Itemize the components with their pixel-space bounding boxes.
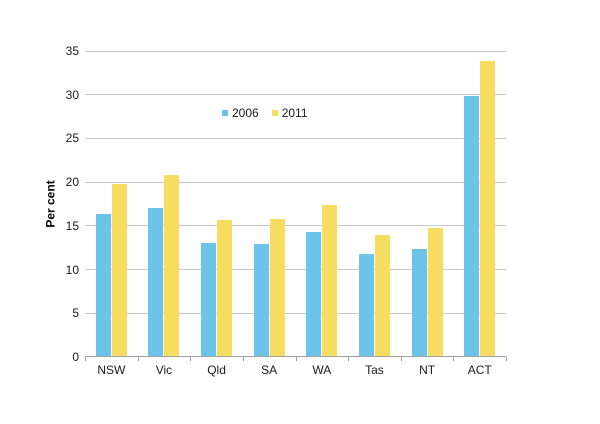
bars (85, 51, 506, 357)
x-axis-tick (400, 357, 402, 361)
bar-2006-sa (253, 244, 269, 357)
bar-group-qld (190, 51, 243, 357)
y-tick-label-5: 5 (72, 306, 79, 321)
x-axis-tick (137, 357, 139, 361)
x-axis-tick (242, 357, 244, 361)
x-tick-label-sa: SA (261, 363, 278, 377)
bar-group-sa (243, 51, 296, 357)
x-axis-tick (295, 357, 297, 361)
legend-marker-2006 (222, 110, 228, 116)
bar-2011-nt (427, 228, 443, 357)
x-tick-label-nt: NT (419, 363, 436, 377)
bar-group-nt (401, 51, 454, 357)
y-tick-label-35: 35 (65, 44, 79, 58)
y-tick-label-25: 25 (65, 131, 79, 146)
bar-group-nsw (85, 51, 138, 357)
bar-2011-tas (374, 234, 390, 357)
bar-group-wa (296, 51, 349, 357)
bar-2006-wa (306, 231, 322, 357)
gridline-10 (85, 269, 506, 271)
y-tick-label-0: 0 (72, 350, 79, 364)
bar-2006-tas (358, 253, 374, 357)
x-axis-line (85, 356, 506, 357)
x-axis-labels: NSW Vic Qld SA WA Tas NT ACT (85, 362, 506, 378)
legend: 2006 2011 (222, 107, 308, 119)
x-tick-label-vic: Vic (155, 363, 173, 377)
y-tick-label-15: 15 (65, 218, 79, 233)
bar-group-vic (138, 51, 191, 357)
bar-2006-nt (411, 249, 427, 357)
x-axis-tick (190, 357, 192, 361)
bar-2011-vic (164, 175, 180, 357)
legend-item-2011: 2011 (271, 106, 308, 120)
bar-2011-qld (217, 219, 233, 357)
legend-label-2011: 2011 (281, 106, 308, 120)
x-axis-tick (85, 357, 86, 361)
gridline-20 (85, 181, 506, 183)
bar-group-act (453, 51, 506, 357)
x-tick-label-qld: Qld (207, 363, 226, 377)
bar-2011-sa (269, 218, 285, 357)
plot-area: 2006 2011 (85, 50, 507, 361)
bar-2006-qld (201, 243, 217, 357)
bar-group-tas (348, 51, 401, 357)
x-tick-label-tas: Tas (365, 363, 384, 377)
x-axis-tick (453, 357, 455, 361)
x-tick-label-act: ACT (467, 363, 492, 377)
y-tick-label-20: 20 (65, 175, 79, 190)
gridline-35 (85, 50, 506, 52)
bar-2006-vic (148, 207, 164, 357)
gridline-5 (85, 312, 506, 314)
bar-2011-nsw (111, 183, 127, 357)
y-tick-label-30: 30 (65, 87, 79, 102)
bar-2006-act (464, 95, 480, 357)
gridline-15 (85, 225, 506, 227)
legend-label-2006: 2006 (232, 106, 259, 120)
x-tick-label-wa: WA (312, 363, 332, 377)
x-tick-label-nsw: NSW (97, 363, 126, 377)
legend-item-2006: 2006 (222, 107, 259, 119)
x-axis-tick (506, 357, 507, 361)
y-tick-label-10: 10 (65, 262, 79, 277)
gridline-25 (85, 137, 506, 139)
x-axis-tick (348, 357, 350, 361)
bar-2011-act (480, 60, 496, 357)
gridline-30 (85, 94, 506, 96)
bar-2011-wa (322, 204, 338, 357)
legend-marker-2011 (271, 110, 278, 116)
bar-2006-nsw (95, 213, 111, 357)
